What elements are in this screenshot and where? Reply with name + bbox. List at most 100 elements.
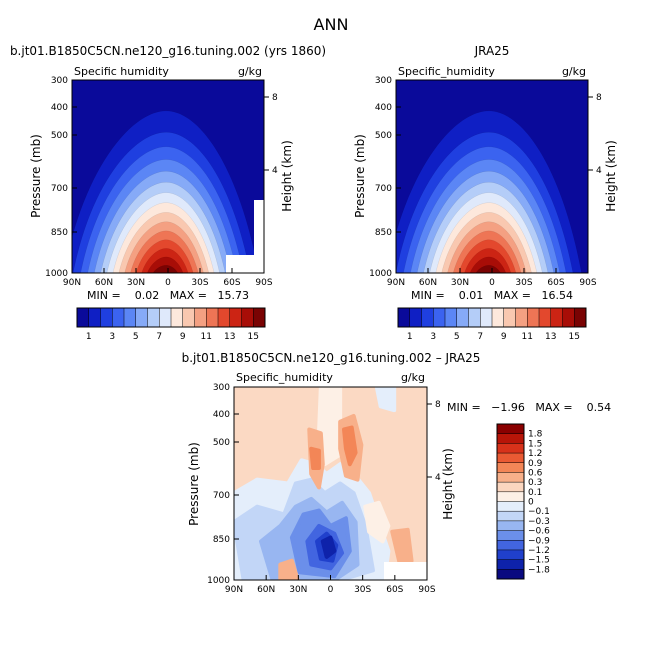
y-tick-label: 700 [213,491,230,501]
colorbar-label: 0.9 [528,459,543,469]
y-tick-label: 850 [51,228,68,238]
colorbar-swatch [562,308,575,327]
x-tick-label: 30S [515,278,532,288]
y-tick-label: 700 [375,184,392,194]
contour-band [320,535,337,559]
colorbar-label: 1 [407,332,413,342]
humidity-field [72,80,264,273]
colorbar-label: 3 [430,332,436,342]
subtitle-variable: Specific_humidity [398,65,495,78]
colorbar-swatch [229,308,242,327]
y-axis-label: Pressure (mb) [29,134,43,218]
colorbar-swatch [497,520,524,531]
x-tick-label: 60S [223,278,240,288]
colorbar-label: 7 [156,332,162,342]
y-tick-label: 1000 [207,576,230,586]
x-tick-label: 60N [257,585,275,595]
colorbar-label: 1.5 [528,439,542,449]
missing-data-patch [254,200,264,255]
y-axis: 300 400 500 700 850 1000 [45,76,77,279]
colorbar-swatch [88,308,101,327]
colorbar-label: −0.6 [528,527,550,537]
x-tick-label: 0 [489,278,495,288]
right-tick-label: 4 [596,166,602,176]
colorbar-swatch [503,308,516,327]
colorbar-label: 5 [454,332,460,342]
y-tick-label: 300 [375,76,392,86]
colorbar-swatch [497,511,524,522]
min-max-stats: MIN = −1.96 MAX = 0.54 [447,401,611,414]
x-tick-label: 30S [191,278,208,288]
colorbar-label: 15 [569,332,580,342]
x-tick-label: 30N [451,278,469,288]
right-axis: 84 [264,93,278,176]
y-tick-label: 1000 [45,269,68,279]
colorbar: 1.81.51.20.90.60.30.10−0.1−0.3−0.6−0.9−1… [496,423,550,580]
colorbar-swatch [445,308,458,327]
colorbar-label: −1.8 [528,565,550,575]
x-tick-label: 30N [127,278,145,288]
y-tick-label: 850 [375,228,392,238]
contour-band [390,527,414,567]
colorbar-swatch [550,308,563,327]
colorbar-swatch [497,549,524,561]
colorbar-swatch [492,308,505,327]
contour-band [363,500,391,544]
right-tick-label: 4 [435,473,441,483]
x-tick-label: 90N [63,278,81,288]
colorbar-label: 1.2 [528,449,542,459]
contour-band [309,446,321,471]
x-tick-label: 90S [579,278,596,288]
colorbar-swatch [497,569,524,580]
colorbar-swatch [147,308,160,327]
colorbar-swatch [497,530,524,541]
subtitle-variable: Specific_humidity [236,371,333,384]
x-tick-label: 0 [165,278,171,288]
colorbar-frame [76,307,266,328]
subtitle-variable: Specific humidity [74,65,169,78]
panel-model: b.jt01.B1850C5CN.ne120_g16.tuning.002 (y… [10,44,326,342]
colorbar-swatch [497,501,524,512]
contour-band [475,265,501,273]
colorbar-swatch [574,308,587,327]
right-axis-label: Height (km) [280,140,294,211]
colorbar-label: 11 [201,332,212,342]
humidity-field [396,80,588,273]
colorbar-label: 0.6 [528,468,543,478]
right-axis-label: Height (km) [441,448,455,519]
colorbar-label: 7 [477,332,483,342]
panel-reference: JRA25 Specific_humidity g/kg 30040050070… [353,44,618,342]
right-tick-label: 8 [596,93,602,103]
colorbar-label: 1.8 [528,430,543,440]
y-tick-label: 500 [213,438,230,448]
y-tick-label: 500 [51,131,68,141]
colorbar-swatch [206,308,219,327]
colorbar-swatch [135,308,148,327]
y-tick-label: 300 [213,383,230,393]
colorbar-swatch [456,308,469,327]
x-tick-label: 60S [547,278,564,288]
colorbar-swatch [527,308,540,327]
y-tick-label: 1000 [369,269,392,279]
right-tick-label: 8 [435,400,441,410]
y-tick-label: 500 [375,131,392,141]
colorbar-swatch [515,308,528,327]
x-axis: 90N 60N 30N 0 30S 60S 90S [387,268,597,288]
colorbar-swatch [468,308,481,327]
x-tick-label: 90S [418,585,435,595]
x-tick-label: 60N [419,278,437,288]
right-tick-label: 8 [272,93,278,103]
colorbar-label: −0.1 [528,507,550,517]
y-axis-label: Pressure (mb) [187,442,201,526]
x-tick-label: 30S [354,585,371,595]
colorbar-swatch [171,308,184,327]
subtitle-units: g/kg [238,65,262,78]
colorbar-frame [496,423,525,580]
colorbar-swatch [77,308,90,327]
x-tick-label: 30N [289,585,307,595]
colorbar-swatch [480,308,493,327]
right-axis: 84 [588,93,602,176]
colorbar-swatch [497,472,524,483]
x-tick-label: 90N [387,278,405,288]
